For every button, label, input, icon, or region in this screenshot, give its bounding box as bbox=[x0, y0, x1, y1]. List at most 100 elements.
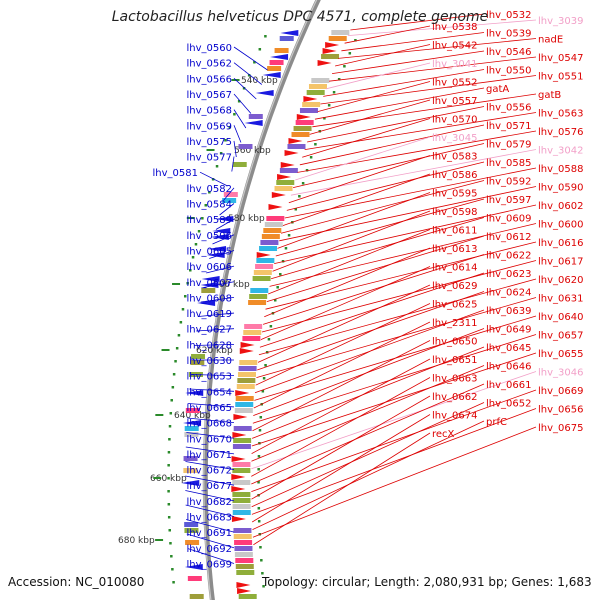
reverse-strand-block bbox=[184, 426, 199, 431]
gene-label-right: gatA bbox=[486, 84, 509, 95]
forward-strand-arrow bbox=[271, 192, 286, 198]
kbp-label: 580 kbp bbox=[228, 214, 265, 224]
gene-label-right: lhv_0614 bbox=[432, 263, 477, 274]
minor-tick-outer bbox=[267, 338, 271, 341]
gene-label-right: lhv_0590 bbox=[538, 183, 583, 194]
gene-label-right: lhv_2311 bbox=[432, 318, 477, 329]
kbp-label: 640 kbp bbox=[174, 411, 211, 421]
minor-tick-outer bbox=[269, 325, 273, 328]
gene-label-right: lhv_0597 bbox=[486, 195, 531, 206]
leader-line-right bbox=[266, 235, 485, 302]
gene-label-right: lhv_0623 bbox=[486, 269, 531, 280]
gene-label-right: lhv_0629 bbox=[432, 281, 477, 292]
forward-strand-block bbox=[232, 480, 251, 485]
gene-label-left: lhv_0577 bbox=[187, 153, 232, 164]
leader-line-right bbox=[256, 297, 537, 378]
forward-strand-arrow bbox=[303, 96, 318, 102]
forward-strand-arrow bbox=[236, 582, 251, 588]
gene-label-right: lhv_0538 bbox=[432, 22, 477, 33]
forward-strand-block bbox=[328, 36, 347, 41]
gene-label-left: lhv_0607 bbox=[187, 278, 232, 289]
minor-tick-outer bbox=[257, 520, 261, 523]
forward-strand-arrow bbox=[231, 456, 246, 462]
forward-strand-block bbox=[237, 378, 256, 383]
leader-line-right bbox=[252, 340, 431, 432]
tick-layer: 540 kbp 560 kbp 580 kbp 600 kbp 620 kbp 640 k… bbox=[118, 35, 357, 588]
leader-line-left bbox=[231, 156, 235, 172]
forward-strand-block bbox=[232, 498, 251, 503]
minor-tick-outer bbox=[294, 208, 298, 211]
minor-tick-inner bbox=[169, 542, 172, 545]
minor-tick-outer bbox=[305, 169, 309, 172]
forward-strand-arrow bbox=[268, 204, 283, 210]
forward-strand-arrow bbox=[231, 474, 246, 480]
minor-tick-inner bbox=[211, 178, 215, 181]
gene-label-left: lhv_0653 bbox=[187, 372, 232, 383]
reverse-strand-block bbox=[190, 360, 205, 365]
minor-tick-outer bbox=[257, 481, 260, 484]
forward-strand-arrow bbox=[322, 48, 337, 54]
forward-strand-block bbox=[239, 360, 258, 365]
gene-label-left: lhv_0682 bbox=[187, 497, 232, 508]
reverse-strand-block bbox=[189, 594, 204, 599]
reverse-strand-arrow bbox=[200, 282, 219, 288]
minor-tick-inner bbox=[167, 516, 171, 519]
gene-label-right: lhv_0576 bbox=[538, 127, 583, 138]
forward-strand-arrow bbox=[235, 390, 250, 396]
forward-strand-block bbox=[235, 396, 254, 401]
gene-label-right: lhv_0649 bbox=[486, 325, 531, 336]
reverse-strand-arrow bbox=[255, 90, 274, 96]
leader-line-right bbox=[335, 44, 431, 67]
gene-label-right: lhv_0583 bbox=[432, 152, 477, 163]
minor-tick-inner bbox=[174, 360, 177, 363]
leader-line-right bbox=[268, 229, 431, 295]
leader-line-right bbox=[257, 284, 431, 363]
forward-strand-block bbox=[248, 300, 267, 305]
leader-line-right bbox=[347, 19, 537, 36]
reverse-strand-arrow bbox=[206, 252, 225, 258]
forward-strand-arrow bbox=[239, 348, 254, 354]
kbp-label: 680 kbp bbox=[118, 536, 155, 546]
gene-label-right: lhv_0617 bbox=[538, 257, 583, 268]
minor-tick-outer bbox=[284, 247, 288, 250]
leader-line-left bbox=[223, 187, 235, 201]
reverse-strand-block bbox=[184, 522, 199, 527]
gene-label-right: lhv_0657 bbox=[538, 331, 583, 342]
forward-strand-block bbox=[237, 372, 256, 377]
minor-tick-outer bbox=[323, 117, 326, 120]
minor-tick-inner bbox=[168, 529, 171, 532]
forward-strand-block bbox=[243, 330, 262, 335]
reverse-strand-block bbox=[267, 66, 282, 71]
gene-label-right: lhv_0616 bbox=[538, 238, 583, 249]
minor-tick-inner bbox=[194, 243, 198, 246]
gene-label-right: lhv_0563 bbox=[538, 109, 583, 120]
forward-strand-block bbox=[263, 228, 282, 233]
minor-tick-inner bbox=[224, 139, 227, 142]
minor-tick-outer bbox=[298, 195, 301, 198]
forward-strand-block bbox=[287, 144, 306, 149]
forward-strand-block bbox=[232, 504, 251, 509]
leader-line-right bbox=[258, 278, 537, 356]
minor-tick-outer bbox=[260, 559, 263, 562]
forward-strand-block bbox=[236, 570, 255, 575]
leader-line-left bbox=[206, 265, 235, 274]
reverse-strand-arrow bbox=[197, 300, 216, 306]
leader-line-right bbox=[290, 149, 537, 196]
leader-line-left bbox=[233, 46, 268, 71]
leader-line-right bbox=[326, 62, 431, 90]
gene-label-right: recX bbox=[432, 429, 455, 440]
minor-tick-inner bbox=[204, 204, 208, 207]
gene-label-right: lhv_0639 bbox=[486, 306, 531, 317]
forward-strand-arrow bbox=[237, 588, 252, 594]
forward-strand-arrow bbox=[233, 414, 248, 420]
minor-tick-inner bbox=[168, 438, 171, 441]
minor-tick-outer bbox=[348, 52, 352, 55]
minor-tick-inner bbox=[233, 113, 236, 116]
reverse-strand-block bbox=[222, 198, 237, 203]
forward-strand-block bbox=[238, 366, 257, 371]
reverse-strand-arrow bbox=[215, 216, 234, 222]
kbp-label: 620 kbp bbox=[196, 346, 233, 356]
leader-line-right bbox=[251, 346, 485, 439]
forward-strand-block bbox=[233, 426, 252, 431]
